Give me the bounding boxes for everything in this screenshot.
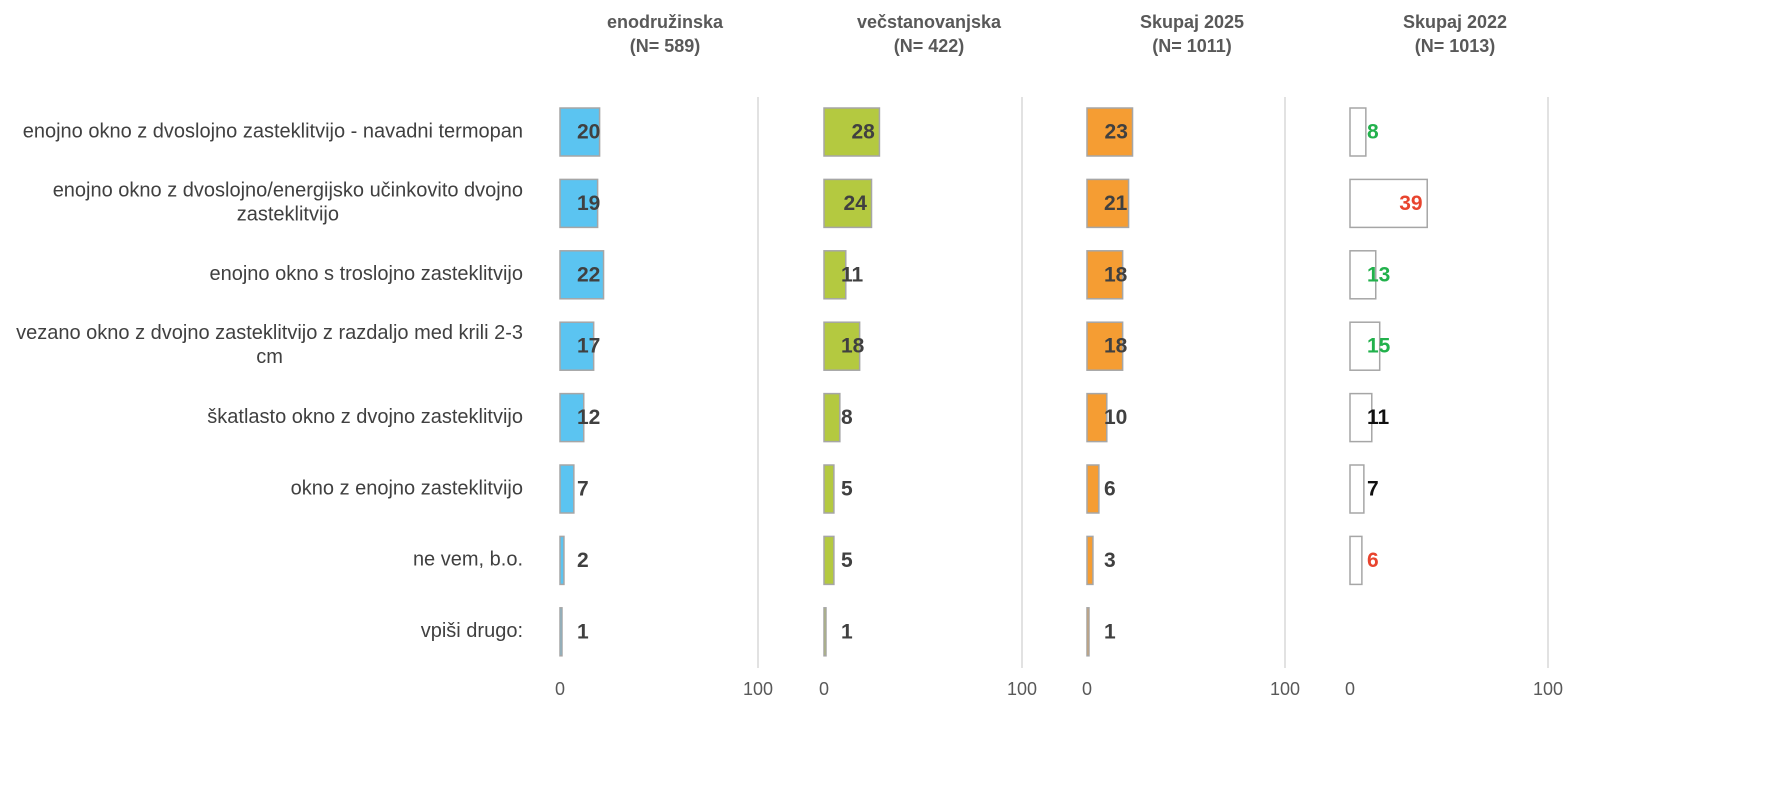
panel-subtitle: (N= 589): [630, 36, 701, 56]
bar: [1086, 464, 1100, 514]
bar: [823, 178, 873, 229]
x-tick-label: 100: [1007, 679, 1037, 699]
category-label: škatlasto okno z dvojno zasteklitvijo: [207, 406, 523, 428]
panel-title: Skupaj 2022: [1403, 12, 1507, 32]
category-label: okno z enojno zasteklitvijo: [291, 477, 523, 499]
category-label: enojno okno z dvoslojno zasteklitvijo - …: [23, 120, 523, 142]
x-tick-label: 0: [1345, 679, 1355, 699]
value-label: 11: [841, 263, 864, 286]
bar: [1086, 250, 1124, 300]
value-label: 22: [577, 263, 600, 286]
bar: [1086, 607, 1090, 657]
bar: [559, 607, 563, 657]
value-label: 13: [1367, 263, 1390, 286]
bar: [559, 392, 585, 443]
bar: [559, 107, 601, 157]
x-tick-label: 100: [1533, 679, 1563, 699]
panel-subtitle: (N= 422): [894, 36, 965, 56]
bar: [1086, 107, 1134, 157]
value-label: 23: [1105, 121, 1128, 144]
value-label: 39: [1399, 192, 1422, 215]
x-tick-label: 0: [1082, 679, 1092, 699]
value-label: 11: [1367, 406, 1390, 429]
value-label: 5: [841, 478, 853, 501]
value-label: 28: [851, 121, 875, 144]
value-label: 5: [841, 549, 853, 572]
category-label: enojno okno s troslojno zasteklitvijo: [209, 263, 523, 285]
category-label: enojno okno z dvoslojno/energijsko učink…: [53, 180, 523, 226]
value-label: 18: [1104, 263, 1128, 286]
bar: [1349, 535, 1363, 586]
bar: [823, 535, 835, 586]
panel-subtitle: (N= 1011): [1152, 36, 1232, 56]
value-label: 18: [1104, 335, 1128, 358]
value-label: 3: [1104, 549, 1116, 572]
bar: [559, 321, 595, 371]
bar: [823, 464, 835, 514]
value-label: 6: [1104, 478, 1116, 501]
category-label: vezano okno z dvojno zasteklitvijo z raz…: [16, 322, 523, 368]
value-label: 24: [844, 192, 868, 215]
bar: [1086, 392, 1108, 443]
value-label: 18: [841, 335, 865, 358]
value-label: 12: [577, 406, 600, 429]
bar: [1349, 107, 1367, 157]
value-label: 6: [1367, 549, 1379, 572]
value-label: 19: [577, 192, 600, 215]
bar: [823, 392, 841, 443]
category-label: ne vem, b.o.: [413, 549, 523, 571]
bar: [1349, 321, 1381, 371]
value-label: 7: [1367, 478, 1379, 501]
bar: [559, 535, 565, 586]
bar: [1349, 178, 1428, 229]
bar: [823, 250, 847, 300]
value-label: 15: [1367, 335, 1391, 358]
value-label: 10: [1104, 406, 1127, 429]
value-label: 8: [1367, 121, 1379, 144]
bar: [823, 107, 881, 157]
value-label: 8: [841, 406, 853, 429]
value-label: 17: [577, 335, 600, 358]
bar: [1349, 464, 1365, 514]
value-label: 2: [577, 549, 589, 572]
value-label: 1: [1104, 620, 1116, 643]
value-label: 21: [1104, 192, 1128, 215]
panel-title: enodružinska: [607, 12, 724, 32]
bar: [559, 250, 605, 300]
panel-title: Skupaj 2025: [1140, 12, 1244, 32]
value-label: 7: [577, 478, 589, 501]
panel-subtitle: (N= 1013): [1415, 36, 1496, 56]
bar: [1349, 250, 1377, 300]
bar: [823, 321, 861, 371]
bar: [1086, 535, 1094, 586]
category-label: vpiši drugo:: [421, 620, 523, 642]
bar: [559, 464, 575, 514]
x-tick-label: 0: [819, 679, 829, 699]
bar: [559, 178, 599, 229]
x-tick-label: 100: [1270, 679, 1300, 699]
bar: [1349, 392, 1373, 443]
x-tick-label: 0: [555, 679, 565, 699]
value-label: 1: [841, 620, 853, 643]
panel-title: večstanovanjska: [857, 12, 1002, 32]
value-label: 1: [577, 620, 589, 643]
value-label: 20: [577, 121, 600, 144]
bar: [1086, 321, 1124, 371]
bar: [1086, 178, 1130, 229]
bar: [823, 607, 827, 657]
x-tick-label: 100: [743, 679, 773, 699]
